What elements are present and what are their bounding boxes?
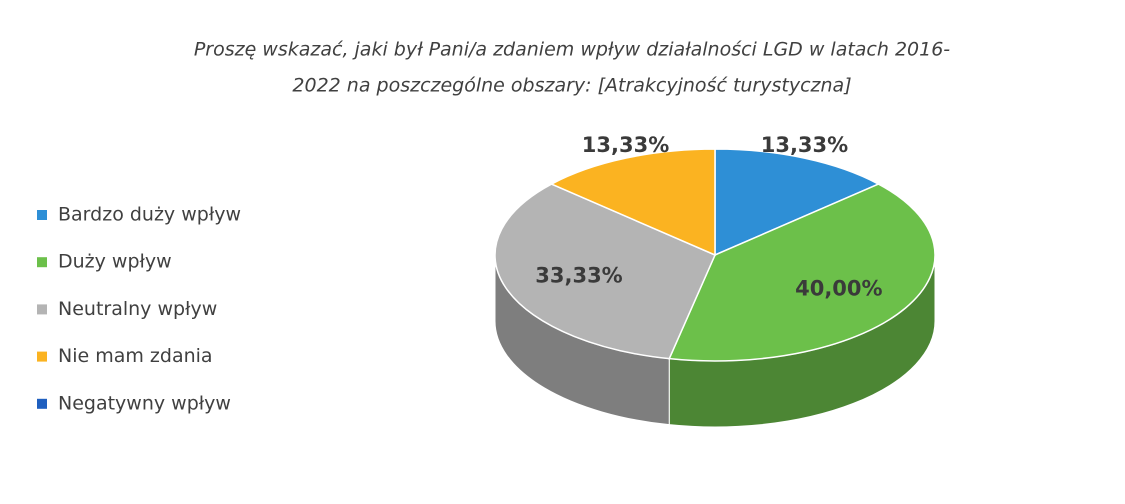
slice <box>549 148 716 257</box>
legend-label: Nie mam zdania <box>58 345 213 367</box>
slice <box>494 183 716 360</box>
chart-title: 2022 na poszczególne obszary: [Atrakcyjn… <box>292 75 851 97</box>
legend-swatch <box>37 351 47 362</box>
legend-swatch <box>37 398 47 409</box>
data-label: 13,33% <box>761 133 848 157</box>
chart-title: Proszę wskazać, jaki był Pani/a zdaniem … <box>194 39 950 61</box>
legend-label: Bardzo duży wpływ <box>58 204 241 226</box>
slice <box>668 183 936 362</box>
legend-label: Duży wpływ <box>58 251 172 273</box>
legend-swatch <box>37 304 47 315</box>
data-label: 40,00% <box>795 276 882 300</box>
legend-swatch <box>37 210 47 220</box>
data-label: 13,33% <box>582 133 669 157</box>
legend-label: Negatywny wpływ <box>58 392 231 414</box>
legend-swatch <box>37 257 47 268</box>
slice <box>714 148 881 257</box>
data-label: 33,33% <box>535 263 622 287</box>
legend-label: Neutralny wpływ <box>58 298 217 320</box>
